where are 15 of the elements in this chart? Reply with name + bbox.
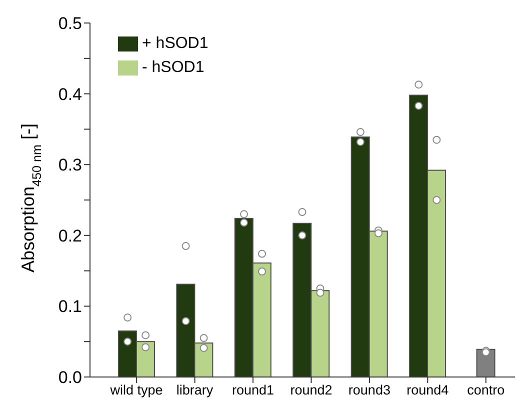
y-tick-label: 0.4 xyxy=(58,84,82,104)
y-tick-label: 0.2 xyxy=(58,226,82,246)
y-tick-label: 0.1 xyxy=(58,297,82,316)
y-tick-label: 0.0 xyxy=(58,368,82,388)
legend-label: + hSOD1 xyxy=(142,35,208,52)
x-tick-label: round1 xyxy=(232,382,274,398)
x-tick-label: round3 xyxy=(348,382,390,398)
legend-label: - hSOD1 xyxy=(142,59,204,76)
x-tick-label: library xyxy=(176,382,214,398)
y-tick-label: 0.5 xyxy=(58,14,82,34)
x-tick-label: round2 xyxy=(290,382,332,398)
y-tick-label: 0.3 xyxy=(58,156,82,175)
x-tick-label: contro xyxy=(467,382,505,398)
x-tick-label: round4 xyxy=(406,382,450,398)
x-tick-label: wild type xyxy=(109,382,163,398)
